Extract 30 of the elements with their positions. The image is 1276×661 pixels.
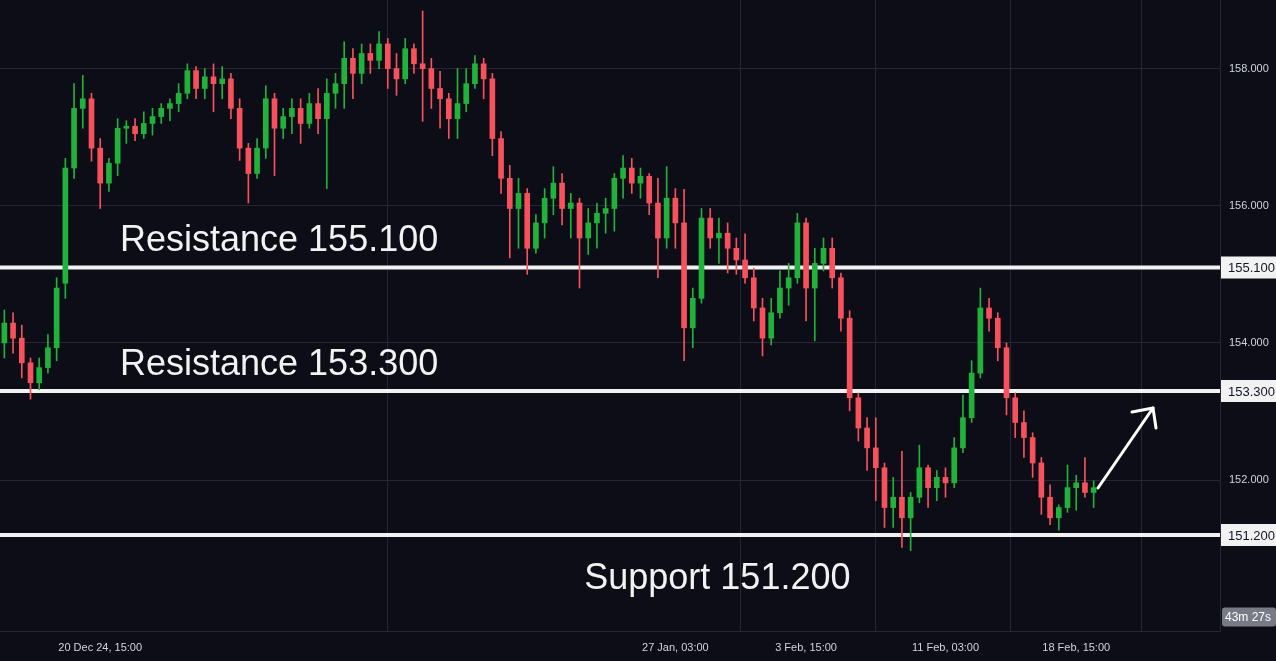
- y-tick-label: 156.000: [1229, 198, 1269, 211]
- ref-line-label: Resistance 155.100: [120, 218, 439, 260]
- candlestick: [567, 193, 574, 239]
- x-tick-label: 18 Feb, 15:00: [1042, 640, 1111, 653]
- candlestick: [437, 71, 443, 129]
- candlestick: [79, 75, 86, 129]
- text: 153.300: [1228, 383, 1275, 399]
- y-tick-label: 152.000: [1229, 473, 1269, 486]
- x-tick-label: 20 Dec 24, 15:00: [58, 640, 143, 653]
- ref-line-label: Resistance 153.300: [120, 341, 439, 383]
- candlestick: [872, 417, 879, 502]
- text: 43m 27s: [1225, 610, 1272, 625]
- candlestick: [899, 450, 905, 548]
- candlestick: [219, 66, 226, 100]
- x-tick-label: 11 Feb, 03:00: [911, 640, 980, 653]
- text: 155.100: [1228, 260, 1275, 276]
- candlestick: [323, 78, 330, 189]
- candlestick: [620, 155, 626, 199]
- y-tick-label: 154.000: [1229, 335, 1269, 348]
- candlestick: [716, 217, 722, 264]
- ref-line-label: Support 151.200: [584, 555, 851, 597]
- candlestick: [890, 477, 897, 528]
- x-tick-label: 27 Jan, 03:00: [642, 640, 709, 653]
- text: 151.200: [1228, 527, 1275, 543]
- candlestick: [594, 202, 600, 249]
- candlestick: [1073, 474, 1080, 511]
- x-tick-label: 3 Feb, 15:00: [775, 640, 837, 653]
- candlestick: [1082, 457, 1088, 498]
- y-tick-label: 158.000: [1229, 61, 1269, 74]
- candlestick: [289, 98, 295, 135]
